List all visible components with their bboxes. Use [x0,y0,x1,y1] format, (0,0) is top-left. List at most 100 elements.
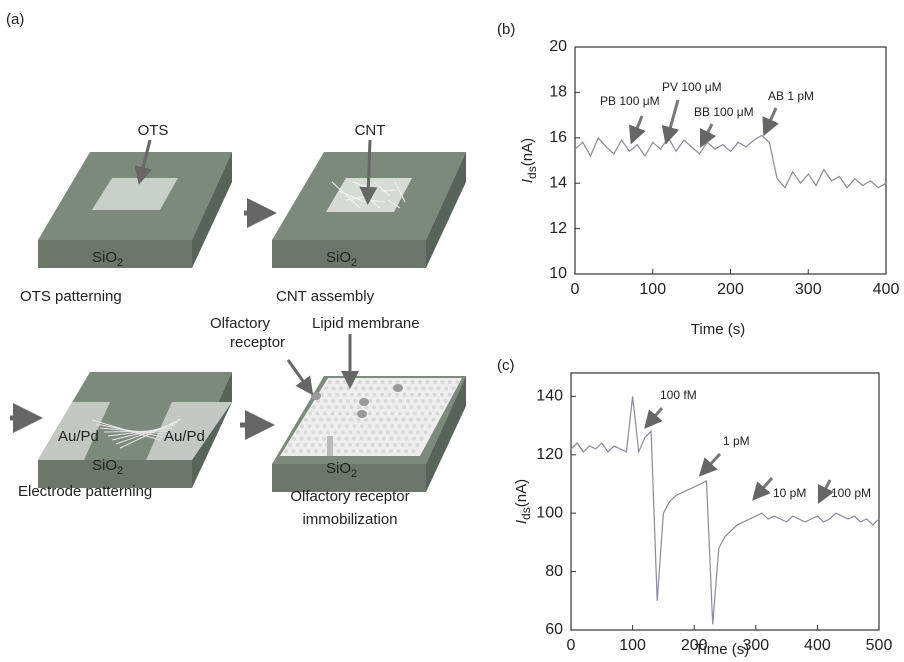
lipid [314,449,318,454]
x-tick-label: 0 [567,637,576,654]
lipid [410,392,414,397]
substrate-label-sub: 2 [117,257,123,269]
lipid [356,430,360,435]
lipid [323,411,327,416]
x-tick-label: 300 [795,281,822,298]
lipid [346,386,351,391]
lipid [299,449,303,454]
annotation: 10 pM [773,486,806,500]
x-tick-label: 200 [681,637,708,654]
substrate-label-sub: 2 [117,465,123,477]
lipid [318,443,322,447]
lipid [344,436,349,441]
receptor [359,398,369,406]
lipid [395,392,399,397]
x-tick-label: 200 [717,281,744,298]
lipid [429,386,433,391]
receptor [393,384,403,392]
lipid [419,436,424,441]
lipid [350,392,354,397]
lipid [428,398,433,403]
annotation: PV 100 μM [662,80,722,94]
label: Au/Pd [58,428,99,445]
lipid [387,405,391,410]
lipid [335,392,339,397]
annotation-arrow [762,107,779,137]
lipid [404,449,408,454]
substrate-label-sub: 2 [351,468,357,480]
lipid [291,449,296,454]
slab-front [38,240,192,268]
lipid [299,436,304,441]
annotation-arrow [698,452,722,477]
caption: Olfactory receptor [290,488,409,505]
lipid [351,449,356,454]
lipid [431,417,436,422]
lipid [366,449,371,454]
lipid [401,417,406,422]
lipid [319,405,324,410]
y-axis-label-unit: (nA) [513,479,530,507]
lipid [375,411,380,416]
label: OTS [138,122,169,139]
lipid [410,380,415,384]
lipid [311,417,316,422]
annotation-arrow [644,407,664,429]
panel-label: (a) [6,11,24,28]
cnt [331,181,361,209]
lipid [424,405,429,410]
substrate-label-main: SiO [326,249,351,266]
plot-frame [570,372,880,631]
arrow [359,139,378,205]
cnt [394,181,406,203]
lipid [359,436,364,441]
slab-front [272,240,426,268]
x-axis-label: Time (s) [691,321,745,338]
lipid-membrane [280,378,462,456]
lipid [368,411,372,416]
y-axis-label-symbol: I [513,520,530,524]
substrate-label-main: SiO [326,460,351,477]
lipid [412,436,416,441]
label: Olfactory [210,315,271,332]
lipid [381,449,386,454]
slab-side [426,152,466,268]
data-line [574,134,887,189]
lipid [357,392,362,397]
annotation: PB 100 μM [600,94,660,108]
lipid [384,386,388,391]
lipid [383,398,388,403]
lipid [359,449,363,454]
lipid [389,436,394,441]
lipid [341,417,346,422]
lipid [363,443,367,447]
lipid [328,380,332,384]
receptor [357,410,367,418]
lipid [375,424,379,429]
label: Lipid membrane [312,315,420,332]
lipid [319,417,323,422]
lipid [314,436,319,441]
lipid [414,386,418,391]
lipid [323,398,328,403]
y-tick-label: 100 [536,504,563,521]
lipid [379,405,384,410]
lipid [342,392,347,397]
lipid [337,436,341,441]
lipid [378,430,383,435]
lipid [427,424,432,429]
lipid [349,405,354,410]
substrate-label: SiO2 [92,457,123,477]
lipid [326,417,331,422]
lipid [339,386,343,391]
lipid [371,430,375,435]
cnt [119,418,182,449]
lipid [364,417,368,422]
lipid [408,430,413,435]
lipid [364,405,369,410]
lipid [345,424,349,429]
lipid [330,411,335,416]
lipid [315,424,319,429]
lipid [340,443,345,447]
